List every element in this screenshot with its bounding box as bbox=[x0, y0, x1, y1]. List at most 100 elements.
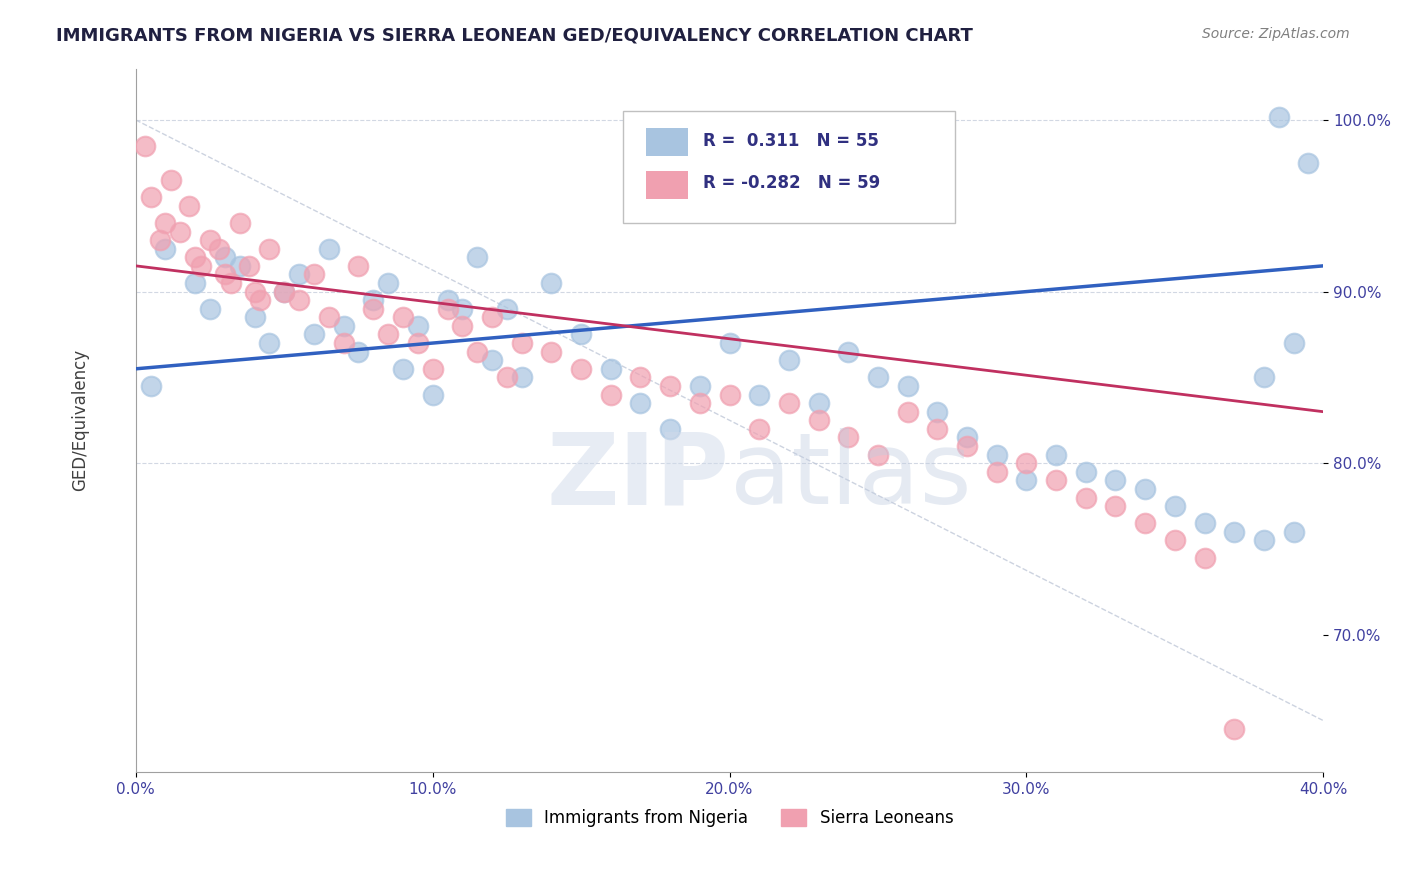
Point bbox=[659, 422, 682, 436]
Text: IMMIGRANTS FROM NIGERIA VS SIERRA LEONEAN GED/EQUIVALENCY CORRELATION CHART: IMMIGRANTS FROM NIGERIA VS SIERRA LEONEA… bbox=[56, 27, 973, 45]
Y-axis label: GED/Equivalency: GED/Equivalency bbox=[72, 350, 89, 491]
Point bbox=[510, 336, 533, 351]
Point bbox=[481, 353, 503, 368]
Point bbox=[243, 310, 266, 325]
Point bbox=[1223, 524, 1246, 539]
Point bbox=[1194, 516, 1216, 531]
Text: ZIP: ZIP bbox=[547, 428, 730, 525]
Point bbox=[273, 285, 295, 299]
Point bbox=[956, 430, 979, 444]
Point bbox=[599, 387, 621, 401]
Point bbox=[318, 242, 340, 256]
Point bbox=[377, 327, 399, 342]
Point bbox=[361, 301, 384, 316]
Point bbox=[1045, 448, 1067, 462]
Point bbox=[332, 336, 354, 351]
Point bbox=[481, 310, 503, 325]
Point bbox=[179, 199, 201, 213]
Point bbox=[569, 361, 592, 376]
Point bbox=[1133, 482, 1156, 496]
Point bbox=[1045, 474, 1067, 488]
Point bbox=[897, 405, 920, 419]
Point bbox=[169, 225, 191, 239]
Text: Source: ZipAtlas.com: Source: ZipAtlas.com bbox=[1202, 27, 1350, 41]
Point bbox=[986, 448, 1008, 462]
Point bbox=[155, 216, 177, 230]
Point bbox=[1253, 370, 1275, 384]
Point bbox=[361, 293, 384, 308]
Point bbox=[866, 370, 889, 384]
Point bbox=[214, 250, 236, 264]
Point bbox=[718, 336, 741, 351]
Point bbox=[436, 293, 458, 308]
Point bbox=[1164, 499, 1187, 513]
Text: R = -0.282   N = 59: R = -0.282 N = 59 bbox=[703, 174, 880, 192]
Point bbox=[184, 276, 207, 290]
Point bbox=[249, 293, 271, 308]
Point bbox=[1282, 336, 1305, 351]
Point bbox=[302, 268, 325, 282]
Point bbox=[288, 293, 311, 308]
Point bbox=[778, 396, 800, 410]
Point bbox=[748, 387, 770, 401]
Bar bbox=[647, 128, 688, 156]
Point bbox=[778, 353, 800, 368]
Point bbox=[1015, 456, 1038, 470]
Point bbox=[1282, 524, 1305, 539]
Point bbox=[214, 268, 236, 282]
Point bbox=[630, 370, 652, 384]
Point bbox=[392, 310, 415, 325]
Text: atlas: atlas bbox=[730, 428, 972, 525]
Point bbox=[510, 370, 533, 384]
Point bbox=[347, 259, 370, 273]
Point bbox=[689, 379, 711, 393]
Point bbox=[288, 268, 311, 282]
Point bbox=[259, 336, 281, 351]
Point bbox=[569, 327, 592, 342]
Point bbox=[927, 422, 949, 436]
Point bbox=[302, 327, 325, 342]
Point bbox=[496, 370, 519, 384]
Point bbox=[465, 344, 488, 359]
Point bbox=[1194, 550, 1216, 565]
Point bbox=[347, 344, 370, 359]
Point bbox=[190, 259, 212, 273]
Point bbox=[465, 250, 488, 264]
Point bbox=[436, 301, 458, 316]
Point bbox=[422, 361, 444, 376]
Point bbox=[155, 242, 177, 256]
Point bbox=[139, 190, 162, 204]
Point bbox=[866, 448, 889, 462]
Point bbox=[1267, 110, 1289, 124]
Point bbox=[540, 344, 562, 359]
Point bbox=[689, 396, 711, 410]
Point bbox=[1104, 474, 1126, 488]
Point bbox=[160, 173, 183, 187]
Point bbox=[198, 233, 221, 247]
Point bbox=[451, 318, 474, 333]
Point bbox=[927, 405, 949, 419]
Point bbox=[837, 344, 859, 359]
Point bbox=[807, 413, 830, 427]
Point bbox=[219, 276, 242, 290]
Point bbox=[659, 379, 682, 393]
Point bbox=[540, 276, 562, 290]
Point bbox=[1298, 156, 1320, 170]
Text: R =  0.311   N = 55: R = 0.311 N = 55 bbox=[703, 132, 879, 150]
Bar bbox=[647, 170, 688, 199]
Point bbox=[1074, 465, 1097, 479]
Point bbox=[1104, 499, 1126, 513]
Point bbox=[897, 379, 920, 393]
Point bbox=[134, 138, 156, 153]
Point bbox=[259, 242, 281, 256]
Point bbox=[1133, 516, 1156, 531]
Point bbox=[238, 259, 260, 273]
Point bbox=[956, 439, 979, 453]
Legend: Immigrants from Nigeria, Sierra Leoneans: Immigrants from Nigeria, Sierra Leoneans bbox=[499, 803, 960, 834]
Point bbox=[148, 233, 170, 247]
Point bbox=[406, 336, 429, 351]
Point bbox=[1074, 491, 1097, 505]
Point bbox=[599, 361, 621, 376]
Point bbox=[198, 301, 221, 316]
Point bbox=[392, 361, 415, 376]
